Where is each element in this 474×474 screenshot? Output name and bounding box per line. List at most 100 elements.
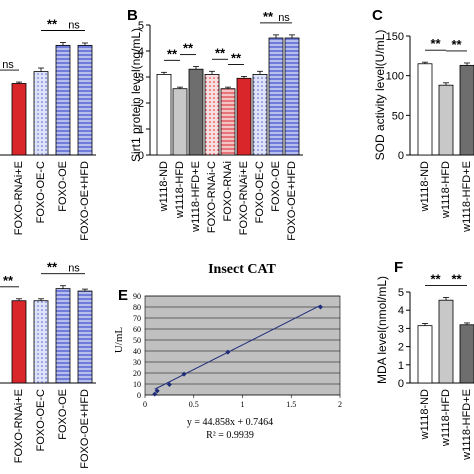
x-category-label: FOXO-RNAi+E: [13, 161, 25, 235]
x-category-label: FOXO-RNAi: [222, 161, 234, 222]
y-tick-label: 100: [386, 71, 404, 83]
panel-e: E Insect CAT 0 10 20 30 40 50 60 70 80 90 0 0.5 1 1.5 2 U…: [113, 262, 342, 441]
bar: [459, 324, 474, 384]
trend-line: [154, 304, 321, 390]
x-category-label: w1118-HFD: [440, 161, 452, 219]
x-category-label: FOXO-OE: [270, 161, 282, 212]
bar: [438, 299, 454, 384]
y-tick-label: 60: [133, 325, 141, 334]
y-tick-label: 5: [138, 20, 144, 32]
y-tick-label: 2: [398, 342, 404, 354]
significance-label: **: [47, 260, 58, 275]
bar: [220, 88, 236, 156]
x-category-label: FOXO-OE: [57, 389, 69, 440]
y-tick-label: 2: [138, 98, 144, 110]
significance-label: **: [3, 273, 14, 288]
bar: [33, 71, 49, 156]
x-category-label: w1118-ND: [419, 389, 431, 440]
y-tick-label: 150: [386, 31, 404, 43]
bar: [77, 44, 93, 156]
x-category-label: w1118-ND: [419, 161, 431, 212]
panel-a: FOXO-RNAi+E FOXO-OE-C FOXO-OE FOXO-OE+HFD **…: [0, 17, 96, 241]
bar: [55, 44, 71, 156]
y-tick-label: 50: [133, 336, 141, 345]
panel-label: E: [118, 287, 128, 304]
x-category-label: FOXO-RNAi+E: [238, 161, 250, 235]
bar: [204, 74, 220, 156]
bar: [11, 300, 27, 384]
bar: [236, 77, 252, 156]
bar: [33, 300, 49, 384]
significance-label: **: [430, 36, 441, 51]
x-category-label: FOXO-RNAi-C: [206, 161, 218, 233]
y-tick-label: 30: [133, 358, 141, 367]
x-category-label: w1118-HFD+E: [461, 389, 473, 461]
significance-label: ns: [278, 12, 290, 24]
bar: [252, 74, 268, 156]
bar: [172, 88, 188, 156]
significance-label: **: [231, 50, 242, 65]
plot-background: [144, 295, 341, 396]
panel-f: 0 1 2 3 4 5 w1118-ND w1118-HFD w1118-HFD+E ** ** FM…: [375, 259, 474, 461]
y-tick-label: 0: [398, 378, 404, 390]
y-tick-label: 1: [138, 124, 144, 136]
x-category-label: FOXO-OE-C: [35, 161, 47, 223]
y-axis-label: U/mL: [113, 327, 125, 354]
y-tick-label: 70: [133, 314, 141, 323]
bar: [459, 64, 474, 156]
panel-label: B: [127, 7, 138, 24]
y-tick-label: 80: [133, 303, 141, 312]
data-point: [154, 388, 160, 394]
x-category-label: FOXO-OE+HFD: [79, 161, 91, 241]
panel-c: 0 50 100 150 w1118-ND w1118-HFD w1118-HFD+E ** *…: [372, 7, 474, 233]
x-category-label: w1118-ND: [158, 161, 170, 212]
data-point: [225, 349, 231, 355]
y-tick-label: 10: [133, 380, 141, 389]
significance-label: **: [451, 271, 462, 286]
x-category-label: w1118-HFD+E: [190, 161, 202, 233]
y-tick-label: 3: [398, 323, 404, 335]
r-squared: R² = 0.9939: [206, 430, 254, 441]
chart-title: Insect CAT: [208, 262, 276, 277]
bar: [438, 84, 454, 156]
x-tick-label: 1.5: [286, 400, 296, 409]
significance-label: ns: [68, 20, 80, 32]
x-category-label: FOXO-OE-C: [254, 161, 266, 223]
significance-label: **: [263, 9, 274, 24]
y-tick-label: 20: [133, 369, 141, 378]
significance-label: **: [215, 45, 226, 60]
significance-label: ns: [2, 59, 14, 71]
y-tick-label: 1: [398, 360, 404, 372]
regression-equation: y = 44.858x + 0.7464: [187, 417, 273, 428]
panel-label: C: [372, 7, 383, 24]
data-point: [152, 391, 158, 397]
x-category-label: w1118-HFD: [440, 389, 452, 447]
y-tick-label: 4: [398, 305, 404, 317]
x-tick-label: 0.5: [189, 400, 199, 409]
bar: [417, 63, 433, 156]
bar: [77, 290, 93, 384]
data-point: [166, 382, 172, 388]
bar: [284, 37, 300, 156]
y-tick-label: 3: [138, 72, 144, 84]
significance-label: **: [430, 271, 441, 286]
significance-label: ns: [68, 263, 80, 275]
panel-d: FOXO-RNAi+E FOXO-OE-C FOXO-OE FOXO-OE+HFD **…: [0, 260, 96, 469]
x-category-label: FOXO-OE: [57, 161, 69, 212]
significance-label: **: [167, 46, 178, 61]
y-axis-label: Sirt1 protein level(ng/mL): [129, 28, 143, 162]
x-category-label: FOXO-OE+HFD: [286, 161, 298, 241]
y-tick-label: 5: [398, 287, 404, 299]
panel-b: 0 1 2 3 4 5 w1118-ND w1118-HFD w1118-HFD+E FOXO-R…: [127, 7, 303, 241]
bar: [11, 83, 27, 156]
x-category-label: w1118-HFD: [174, 161, 186, 219]
significance-label: **: [47, 17, 58, 32]
panel-label: F: [394, 259, 403, 276]
y-tick-label: 90: [133, 292, 141, 301]
x-tick-label: 1: [241, 400, 245, 409]
y-tick-label: 40: [133, 347, 141, 356]
y-tick-label: 0: [138, 150, 144, 162]
bar: [268, 37, 284, 156]
significance-label: **: [183, 41, 194, 56]
